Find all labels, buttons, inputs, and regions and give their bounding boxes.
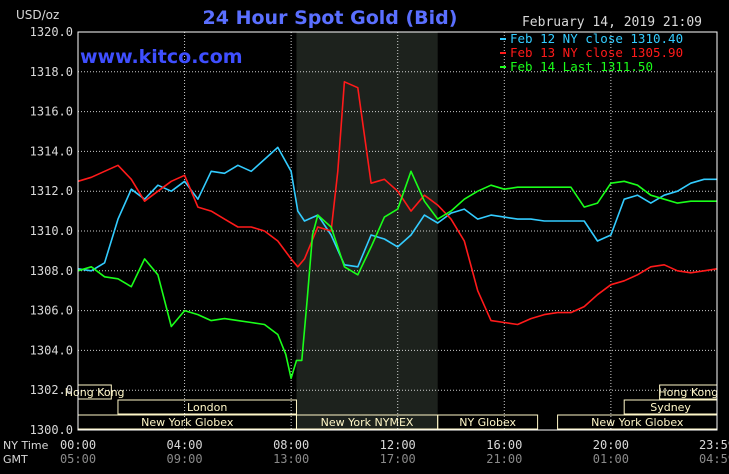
session-middle-label-0: London — [187, 401, 227, 414]
watermark-url: www.kitco.com — [80, 46, 243, 68]
x-tick-gmt-0: 05:00 — [60, 452, 96, 466]
session-bottom-label-1: New York NYMEX — [321, 416, 414, 429]
legend-swatch-3 — [500, 66, 506, 68]
timestamp: February 14, 2019 21:09 — [522, 15, 702, 30]
axes: 1300.0 1302.0 1304.0 1306.0 1308.0 1310.0 1312… — [30, 25, 729, 466]
x-tick-ny-6: 23:59 — [699, 438, 729, 452]
x-tick-ny-1: 04:00 — [167, 438, 203, 452]
y-tick-label-1: 1302.0 — [30, 383, 73, 397]
series-line-1 — [77, 146, 717, 272]
legend-swatch-2 — [500, 52, 506, 54]
legend-series-1: Feb 12 NY close 1310.40 — [510, 31, 683, 46]
legend-series-3: Feb 14 Last 1311.50 — [510, 59, 653, 74]
nymex-highlight-band — [296, 32, 438, 430]
y-tick-label-9: 1318.0 — [30, 65, 73, 79]
session-bottom-label-2: NY Globex — [459, 416, 516, 429]
x-tick-gmt-4: 21:00 — [486, 452, 522, 466]
x-tick-gmt-2: 13:00 — [273, 452, 309, 466]
y-tick-label-3: 1306.0 — [30, 304, 73, 318]
y-tick-label-4: 1308.0 — [30, 264, 73, 278]
y-tick-label-0: 1300.0 — [30, 423, 73, 437]
session-middle-bar-0 — [117, 399, 297, 415]
y-tick-label-8: 1316.0 — [30, 105, 73, 119]
y-tick-label-10: 1320.0 — [30, 25, 73, 39]
legend: Feb 12 NY close 1310.40 Feb 13 NY close … — [500, 31, 683, 74]
x-tick-gmt-1: 09:00 — [167, 452, 203, 466]
price-series — [77, 81, 718, 380]
x-tick-gmt-5: 01:00 — [593, 452, 629, 466]
session-middle-label-1: Sydney — [650, 401, 691, 414]
x-tick-ny-4: 16:00 — [486, 438, 522, 452]
x-tick-ny-2: 08:00 — [273, 438, 309, 452]
legend-series-2: Feb 13 NY close 1305.90 — [510, 45, 683, 60]
chart-title: 24 Hour Spot Gold (Bid) — [203, 7, 458, 29]
x-tick-ny-3: 12:00 — [380, 438, 416, 452]
session-bottom-label-0: New York Globex — [141, 416, 234, 429]
highlight-band-rect — [296, 32, 438, 430]
y-unit-label: USD/oz — [16, 8, 59, 22]
y-tick-label-5: 1310.0 — [30, 224, 73, 238]
x-tick-ny-5: 20:00 — [593, 438, 629, 452]
row-label-gmt: GMT — [3, 453, 28, 466]
x-tick-gmt-3: 17:00 — [380, 452, 416, 466]
series-line-3 — [77, 170, 717, 380]
session-bottom-label-3: New York Globex — [591, 416, 684, 429]
y-tick-label-7: 1314.0 — [30, 144, 73, 158]
series-line-2 — [77, 81, 718, 326]
session-top-label-1: Hong Kong — [658, 386, 718, 399]
y-tick-label-6: 1312.0 — [30, 184, 73, 198]
session-bottom-bar-2 — [437, 414, 539, 430]
row-label-ny-time: NY Time — [3, 439, 49, 452]
y-tick-label-2: 1304.0 — [30, 343, 73, 357]
legend-swatch-1 — [500, 38, 506, 40]
x-tick-ny-0: 00:00 — [60, 438, 96, 452]
plot-frame — [77, 31, 718, 431]
x-tick-gmt-6: 04:59 — [699, 452, 729, 466]
session-top-label-0: Hong Kong — [65, 386, 125, 399]
